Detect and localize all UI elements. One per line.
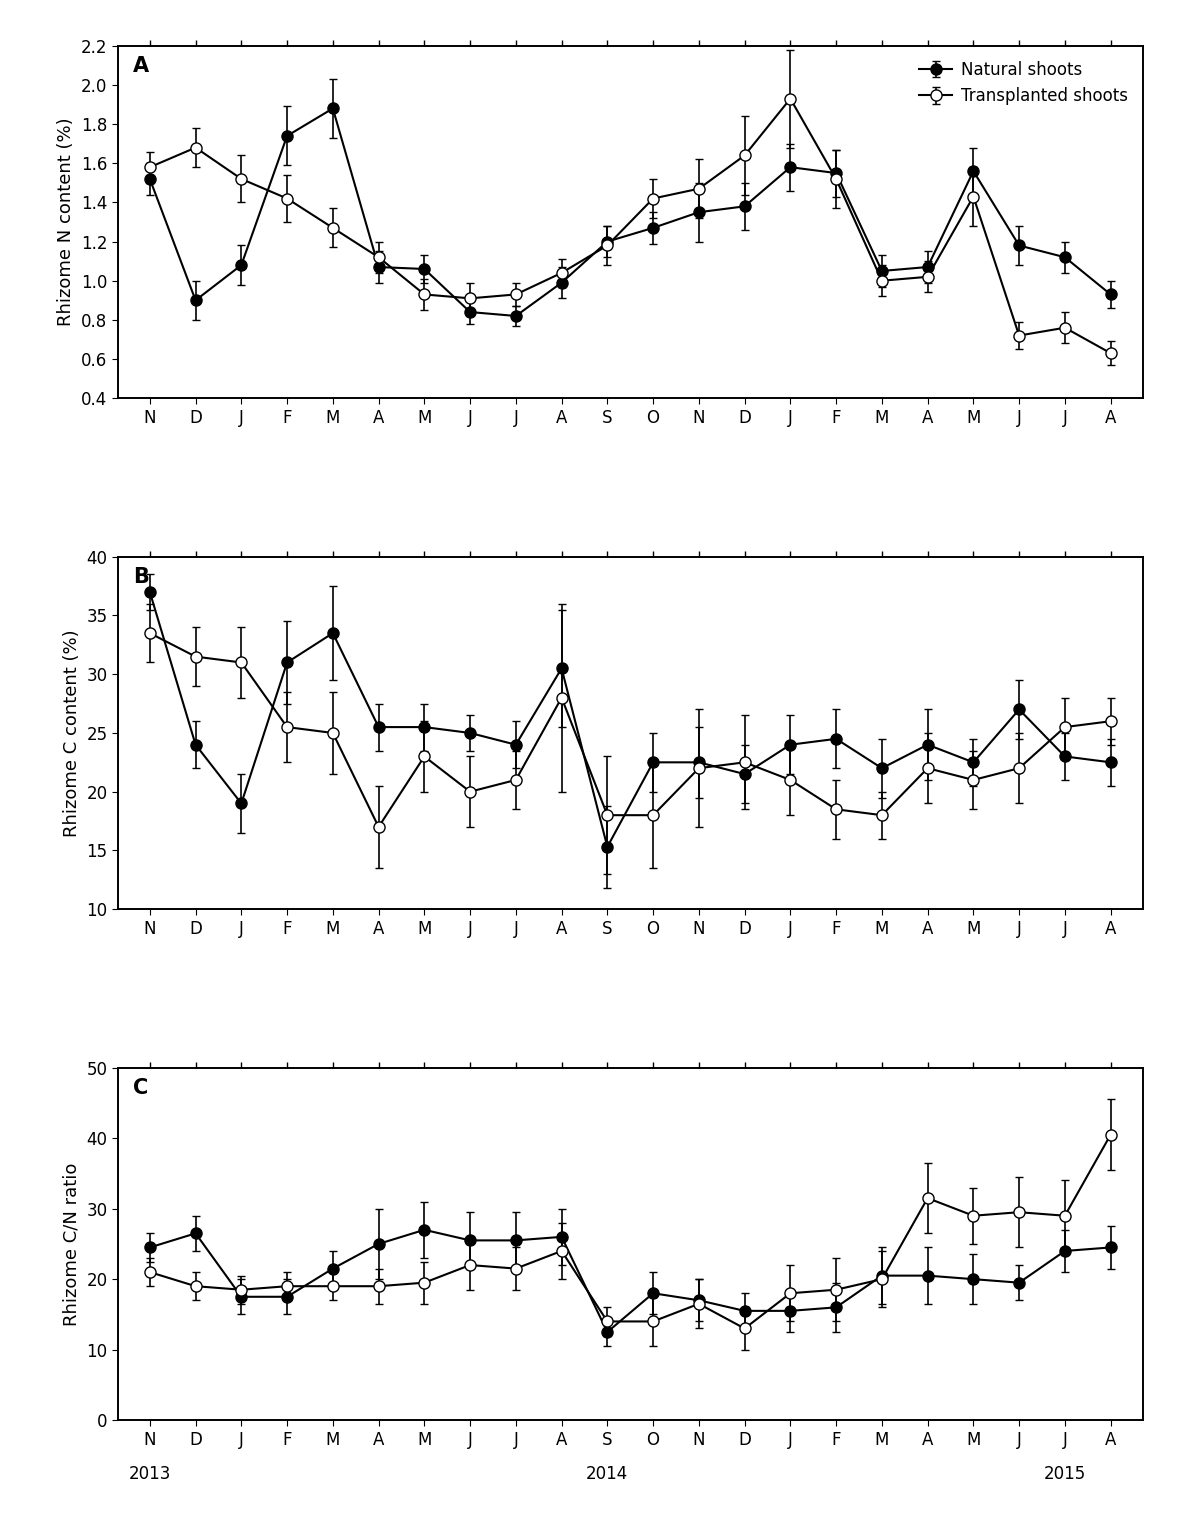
Y-axis label: Rhizome N content (%): Rhizome N content (%) xyxy=(58,118,75,327)
Legend: Natural shoots, Transplanted shoots: Natural shoots, Transplanted shoots xyxy=(912,53,1134,111)
Y-axis label: Rhizome C/N ratio: Rhizome C/N ratio xyxy=(62,1162,81,1325)
Text: A: A xyxy=(133,56,150,76)
Text: 2015: 2015 xyxy=(1044,1464,1086,1483)
Text: 2014: 2014 xyxy=(587,1464,629,1483)
Text: B: B xyxy=(133,568,150,588)
Text: C: C xyxy=(133,1078,148,1098)
Text: 2013: 2013 xyxy=(128,1464,171,1483)
Y-axis label: Rhizome C content (%): Rhizome C content (%) xyxy=(62,629,81,837)
